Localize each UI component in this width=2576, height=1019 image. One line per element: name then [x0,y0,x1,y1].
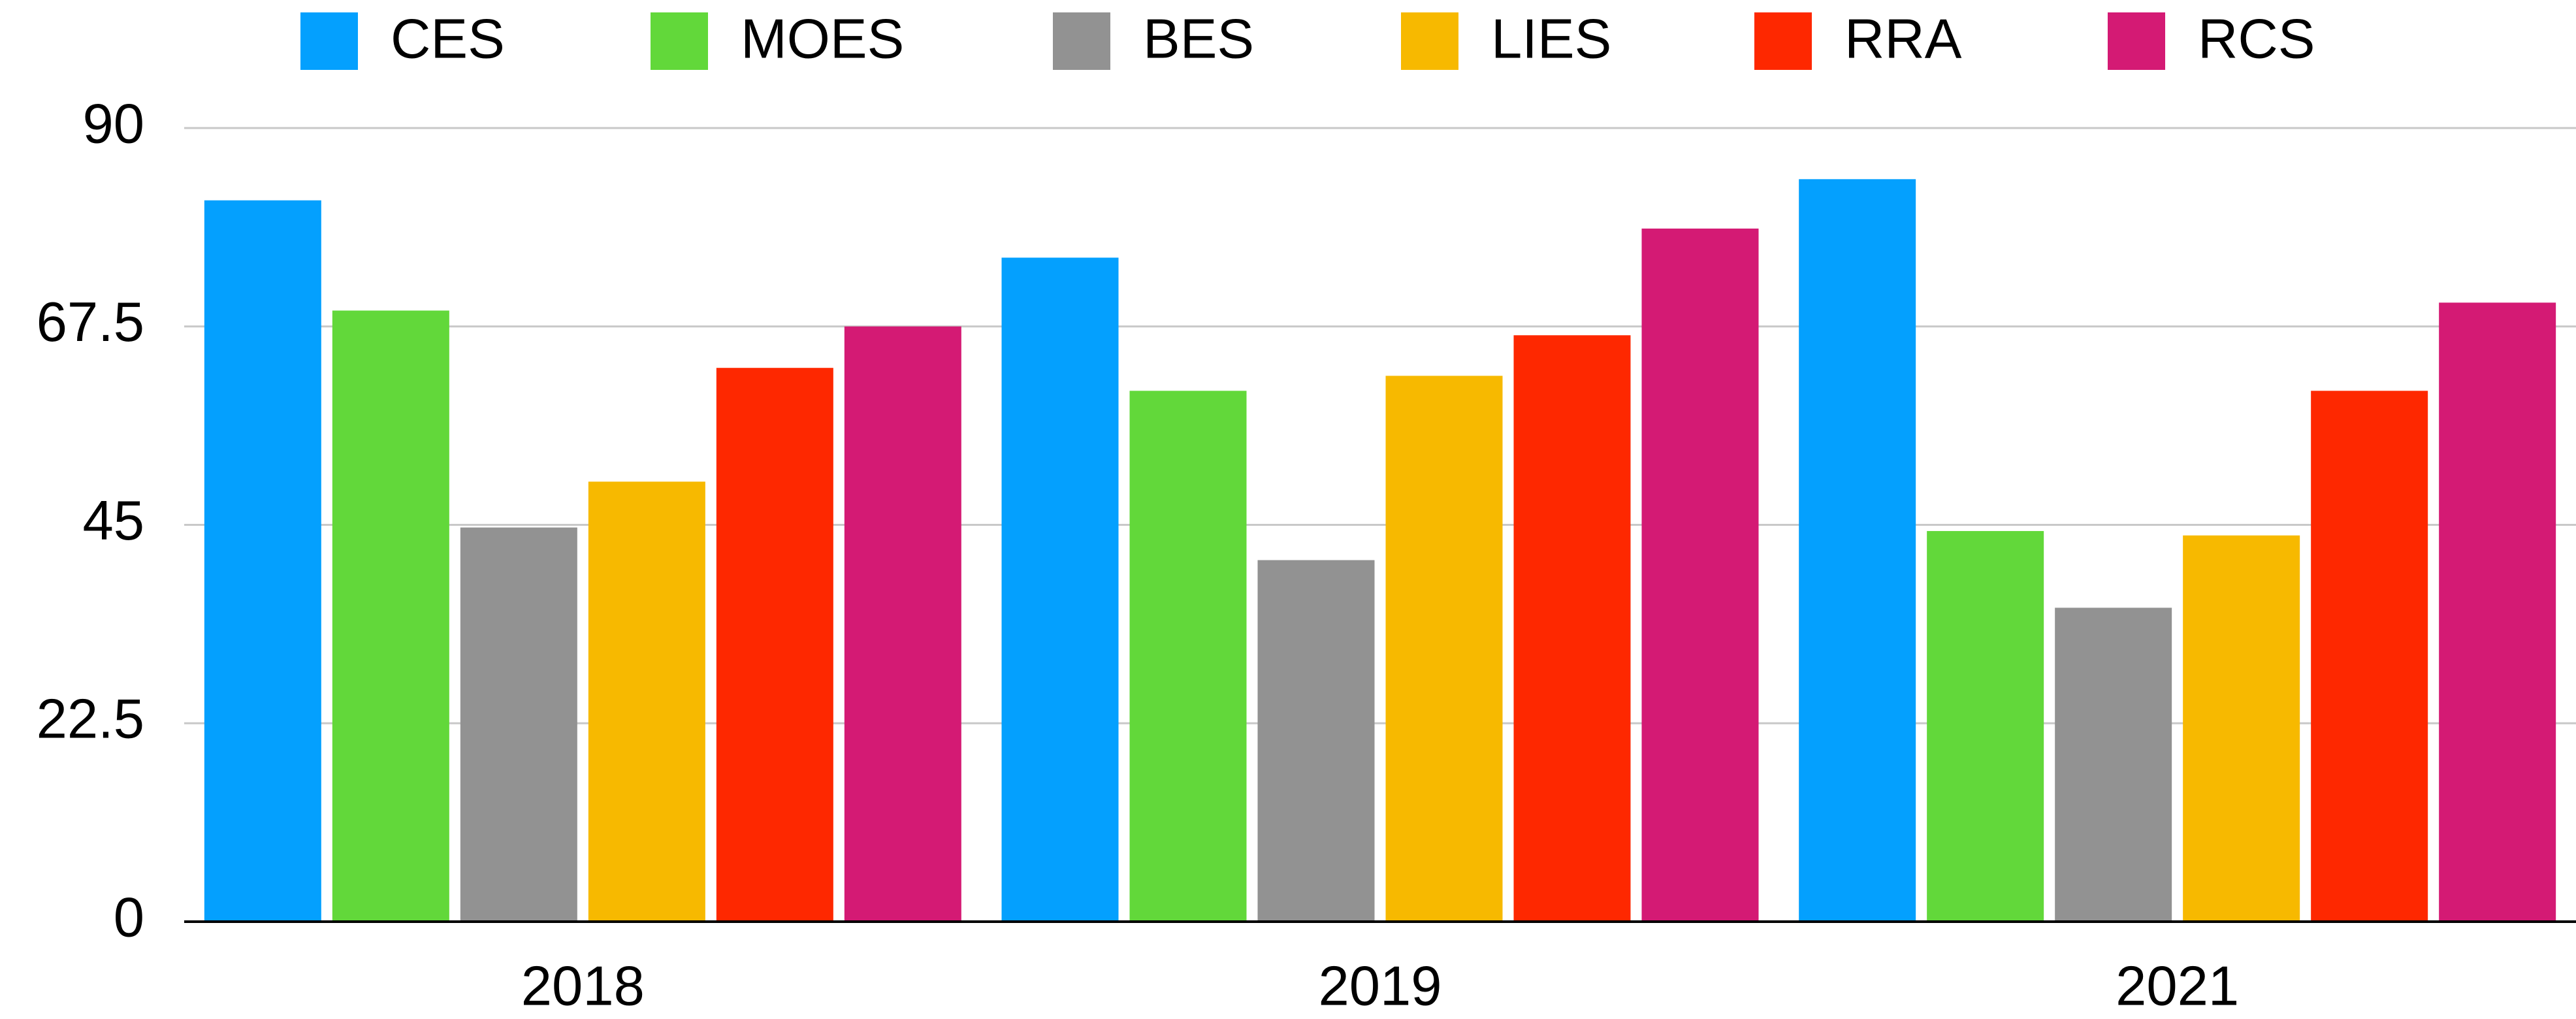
bar [844,326,961,922]
legend-swatch [1754,12,1812,70]
x-tick-label: 2021 [2116,955,2239,1017]
legend-label: BES [1143,8,1254,70]
legend-label: CES [391,8,505,70]
bar [1513,335,1631,922]
bar [2183,535,2300,922]
legend-swatch [1053,12,1110,70]
bar [1927,530,2044,922]
y-tick-label: 90 [82,93,144,155]
y-tick-label: 22.5 [37,688,144,751]
bar [1799,179,1916,922]
y-tick-label: 67.5 [37,291,144,353]
bar [2055,607,2172,922]
legend-label: RRA [1844,8,1962,70]
legend-label: LIES [1491,8,1611,70]
y-tick-label: 45 [82,490,144,552]
legend-swatch [651,12,708,70]
bar [332,310,449,922]
bar [588,481,705,922]
legend-swatch [1401,12,1458,70]
legend-label: RCS [2198,8,2315,70]
legend-swatch [300,12,358,70]
bar [460,527,577,922]
bar [204,200,321,922]
bar [1001,257,1119,922]
bar [2311,391,2428,922]
y-tick-label: 0 [114,886,144,948]
legend-label: MOES [741,8,904,70]
x-tick-label: 2018 [521,955,645,1017]
bar [716,368,833,922]
bar [1641,228,1759,922]
bar [1129,391,1247,922]
bar [2439,302,2556,922]
legend-swatch [2108,12,2165,70]
x-tick-label: 2019 [1318,955,1441,1017]
bar [1257,560,1375,922]
bar [1385,376,1503,922]
